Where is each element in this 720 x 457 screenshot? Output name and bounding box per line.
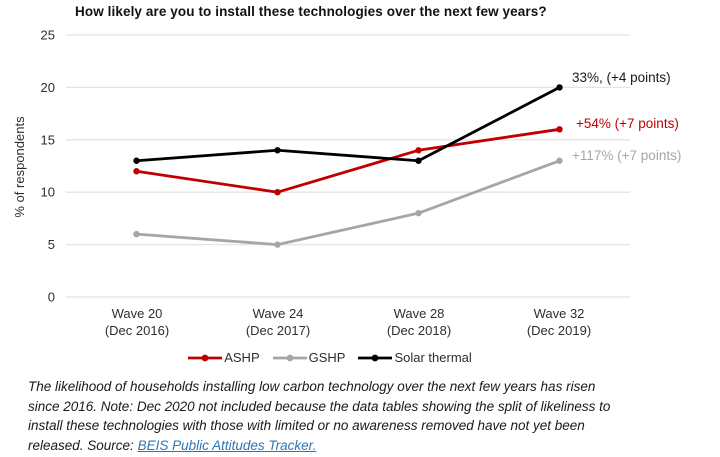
y-tick-layer: 0 5 10 15 20 25 (41, 28, 55, 305)
caption-text: The likelihood of households installing … (28, 377, 708, 455)
annotation-gshp: +117% (+7 points) (572, 148, 682, 163)
annotation-solar-thermal: 33%, (+4 points) (572, 70, 671, 85)
x-tick-line1: Wave 32 (533, 306, 585, 321)
x-tick-line1: Wave 28 (393, 306, 445, 321)
x-tick-line2: (Dec 2019) (526, 322, 592, 338)
x-tick-wave-32: Wave 32 (Dec 2019) (494, 306, 624, 339)
solar-thermal-line (136, 86, 561, 163)
gshp-data-point-marker (556, 157, 563, 164)
legend-label: ASHP (224, 350, 260, 365)
x-tick-line1: Wave 20 (111, 306, 163, 321)
ashp-line (136, 127, 560, 194)
legend-item-gshp: GSHP (272, 350, 346, 365)
caption-source-prefix: released. Source: (28, 437, 138, 453)
caption-line: released. Source: BEIS Public Attitudes … (28, 436, 708, 456)
gshp-data-point-marker (274, 241, 281, 248)
x-tick-line2: (Dec 2018) (386, 322, 452, 338)
caption-line: since 2016. Note: Dec 2020 not included … (28, 398, 611, 414)
legend-item-ashp: ASHP (188, 350, 260, 365)
y-tick-label: 5 (48, 237, 55, 252)
x-tick-wave-20: Wave 20 (Dec 2016) (72, 306, 202, 339)
chart-title: How likely are you to install these tech… (75, 4, 547, 19)
y-tick-label: 20 (41, 80, 55, 95)
gshp-data-point-marker (415, 209, 422, 217)
gridline-layer (66, 34, 630, 298)
caption-line: install these technologies with those wi… (28, 418, 585, 433)
solar-thermal-data-point-marker (556, 84, 563, 91)
solar-thermal-data-point-marker (415, 157, 422, 164)
y-tick-label: 10 (41, 185, 55, 200)
x-tick-line1: Wave 24 (252, 306, 304, 321)
legend-marker-line-dot-icon (188, 354, 223, 361)
chart-legend: ASHP GSHP Solar thermal (0, 350, 660, 365)
caption-line: The likelihood of households installing … (28, 379, 596, 394)
legend-label: GSHP (308, 350, 346, 365)
series-layer (133, 84, 563, 248)
ashp-data-point-marker (133, 168, 140, 175)
x-tick-line2: (Dec 2016) (104, 322, 170, 338)
ashp-data-point-marker (415, 147, 422, 154)
y-axis-title: % of respondents (12, 116, 27, 218)
solar-thermal-data-point-marker (274, 147, 281, 154)
x-tick-line2: (Dec 2017) (245, 322, 311, 338)
y-tick-label: 15 (41, 132, 55, 147)
legend-item-solar-thermal: Solar thermal (358, 350, 472, 365)
legend-label: Solar thermal (394, 350, 472, 365)
ashp-data-point-marker (556, 126, 563, 133)
y-tick-label: 25 (41, 28, 55, 43)
x-tick-wave-24: Wave 24 (Dec 2017) (213, 306, 343, 339)
annotation-ashp: +54% (+7 points) (576, 116, 679, 131)
x-tick-wave-28: Wave 28 (Dec 2018) (354, 306, 484, 339)
source-link[interactable]: BEIS Public Attitudes Tracker. (137, 437, 317, 453)
legend-marker-line-dot-icon (358, 354, 393, 361)
legend-marker-line-dot-icon (272, 354, 307, 361)
ashp-data-point-marker (274, 189, 281, 196)
gshp-line (136, 159, 560, 247)
y-tick-label: 0 (48, 290, 55, 305)
line-chart-plot-area: 0 5 10 15 20 25 % of respondents (12, 28, 630, 305)
gshp-data-point-marker (133, 230, 140, 238)
solar-thermal-data-point-marker (133, 157, 140, 164)
